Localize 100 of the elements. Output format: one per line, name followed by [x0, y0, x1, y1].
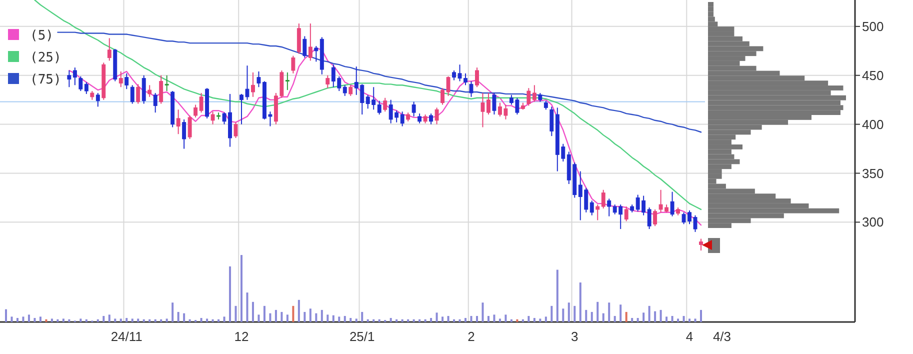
bar: [229, 266, 232, 322]
bar: [108, 314, 110, 322]
bar: [80, 318, 82, 322]
bar: [528, 316, 530, 322]
candlestick: [84, 82, 88, 94]
bar: [642, 312, 645, 322]
bar: [160, 319, 162, 322]
bar: [412, 319, 415, 322]
candlestick: [176, 109, 180, 135]
legend-label: (5): [30, 28, 54, 44]
candlestick: [377, 100, 382, 116]
bar: [562, 308, 564, 322]
bar: [56, 319, 59, 322]
candlestick: [251, 72, 255, 98]
bar: [274, 310, 277, 322]
bar: [556, 270, 558, 322]
bar: [96, 319, 99, 322]
x-tick-label: 25/1: [349, 329, 375, 344]
bar: [602, 313, 604, 322]
candlestick: [234, 122, 238, 138]
candlestick: [342, 84, 347, 96]
candlestick: [153, 92, 158, 114]
bar: [304, 312, 306, 322]
candlestick: [469, 80, 474, 98]
bar: [458, 319, 461, 322]
candlestick: [412, 101, 416, 117]
bar: [188, 319, 191, 322]
candlestick: [285, 72, 290, 91]
bar: [550, 306, 553, 322]
bar: [476, 316, 478, 322]
bar: [660, 310, 662, 322]
bar: [320, 310, 323, 322]
candlestick: [475, 67, 479, 88]
legend-label: (75): [30, 72, 62, 88]
candlestick: [118, 70, 123, 88]
bar: [625, 312, 628, 322]
bar: [223, 316, 226, 322]
bar: [68, 319, 70, 322]
bar: [424, 319, 426, 322]
bar: [700, 310, 702, 322]
bar: [510, 319, 512, 322]
x-tick-label: 3: [571, 329, 578, 344]
bar: [338, 316, 340, 322]
bar: [50, 318, 53, 322]
bar: [62, 318, 64, 322]
bar: [126, 318, 128, 322]
bar: [631, 318, 634, 322]
bar: [648, 306, 650, 322]
bar: [447, 316, 450, 322]
bar: [252, 302, 254, 322]
bar: [218, 319, 220, 322]
bar: [28, 314, 30, 322]
bar: [34, 318, 36, 322]
candlestick: [142, 74, 146, 104]
bar: [131, 318, 134, 322]
y-tick-label: 300: [862, 214, 884, 230]
candlestick: [647, 206, 652, 230]
candlestick: [210, 111, 215, 125]
bar: [344, 316, 346, 322]
bar: [418, 319, 421, 322]
bar: [464, 318, 467, 322]
bar: [286, 314, 288, 322]
candlestick: [308, 22, 312, 62]
bar: [298, 300, 300, 322]
bar: [453, 319, 456, 322]
candlestick: [107, 38, 112, 62]
legend-label: (25): [30, 50, 62, 66]
x-tick-label: 2: [468, 329, 475, 344]
bar: [442, 316, 444, 322]
candlestick: [326, 74, 330, 89]
bar: [401, 319, 404, 322]
candlestick: [136, 84, 140, 104]
bar: [246, 292, 248, 322]
bar: [154, 319, 156, 322]
candlestick: [291, 55, 296, 74]
bar: [350, 318, 352, 322]
text: 4/3: [712, 329, 732, 344]
bar: [504, 314, 507, 322]
y-tick-label: 400: [862, 116, 884, 132]
bar: [498, 318, 501, 322]
bar: [315, 313, 318, 322]
candlestick: [590, 200, 594, 216]
candlestick: [78, 76, 83, 92]
bar: [212, 319, 214, 322]
bar: [666, 316, 668, 322]
bar: [280, 312, 283, 322]
bar: [390, 318, 392, 322]
bar: [522, 319, 524, 322]
candlestick: [182, 118, 186, 150]
line-series: [57, 32, 702, 133]
bar: [539, 318, 542, 322]
bar: [568, 302, 570, 322]
bar: [636, 318, 639, 322]
bar: [10, 316, 13, 322]
bar: [608, 302, 610, 322]
bar: [166, 318, 168, 322]
candlestick: [383, 97, 388, 112]
bar: [682, 316, 685, 322]
bar: [22, 316, 24, 322]
bar: [292, 306, 294, 322]
